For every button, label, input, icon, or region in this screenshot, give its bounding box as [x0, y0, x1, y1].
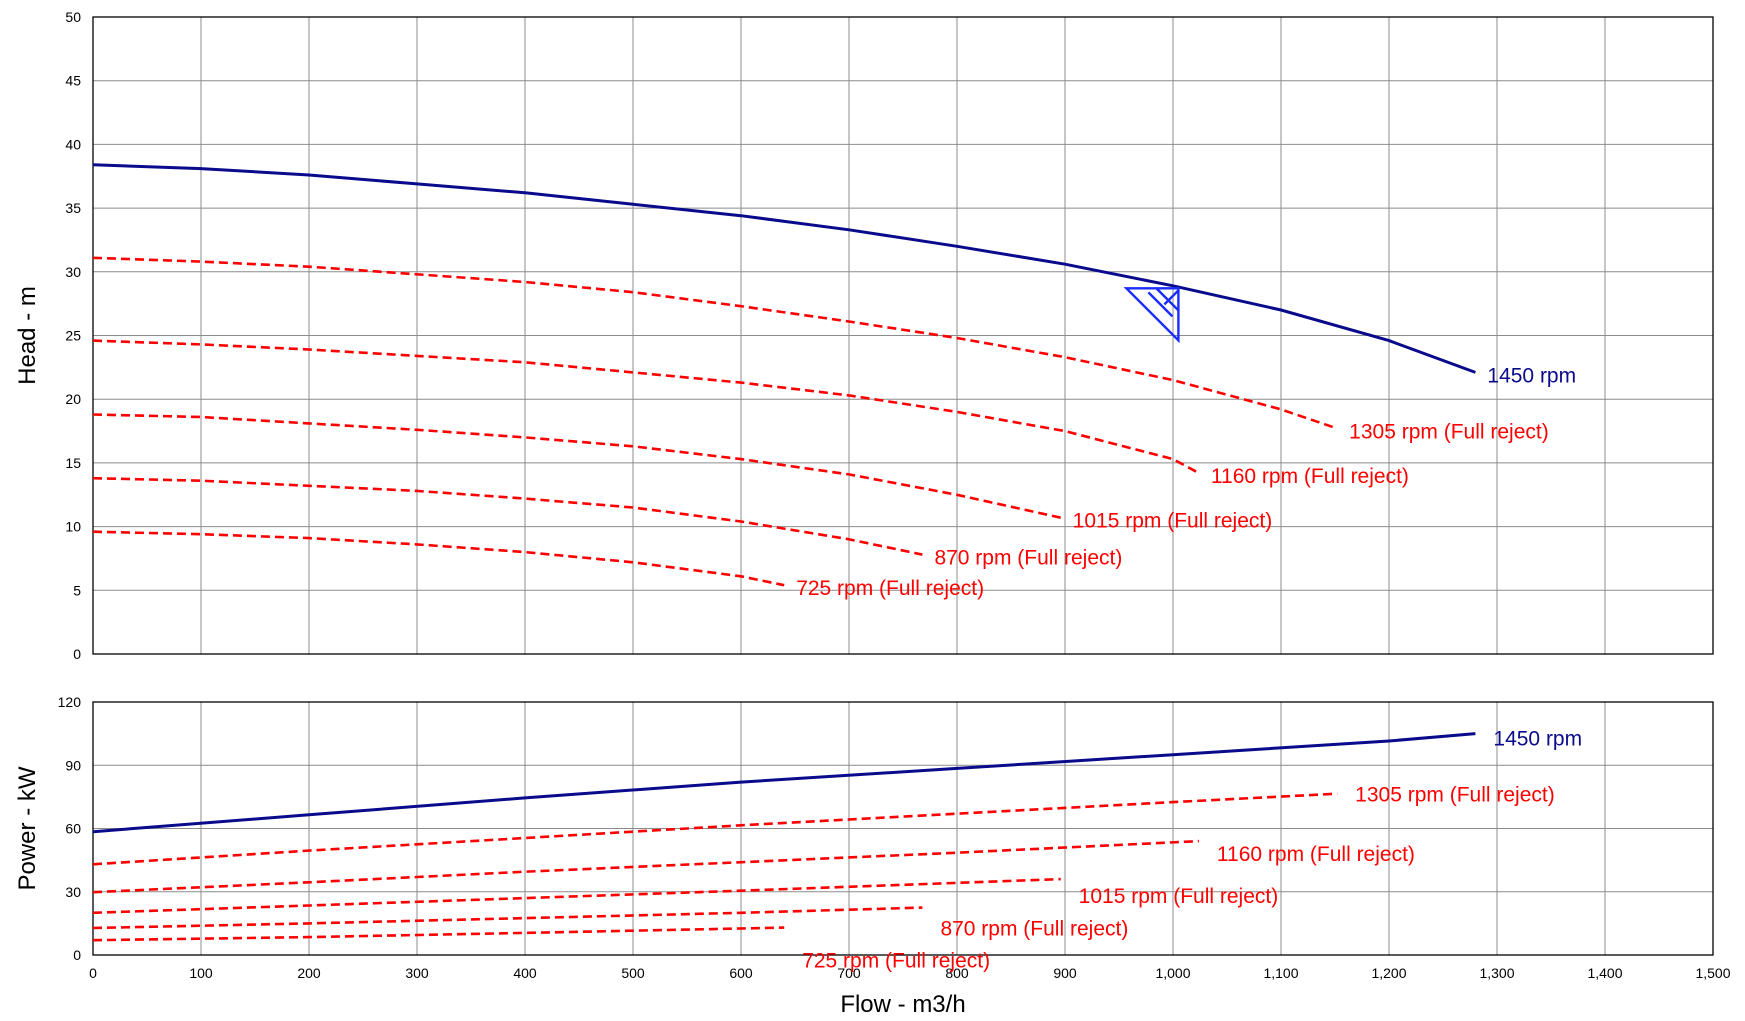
x-tick-label: 600	[729, 965, 753, 981]
y-axis-title: Power - kW	[14, 766, 41, 890]
y-tick-label: 30	[65, 264, 81, 280]
series-line	[92, 339, 1200, 475]
x-tick-label: 200	[297, 965, 321, 981]
y-tick-label: 10	[65, 519, 81, 535]
y-tick-label: 60	[65, 821, 81, 837]
x-tick-label: 1,000	[1155, 965, 1190, 981]
power-plot-frame	[92, 701, 1714, 956]
x-tick-label: 800	[945, 965, 969, 981]
series-label: 1305 rpm (Full reject)	[1349, 421, 1549, 444]
duty-point-marker	[1123, 287, 1180, 344]
series-label: 725 rpm (Full reject)	[802, 950, 990, 973]
x-tick-label: 1,300	[1479, 965, 1514, 981]
y-tick-label: 20	[65, 391, 81, 407]
series-line	[92, 877, 1061, 915]
x-tick-label: 300	[405, 965, 429, 981]
y-tick-label: 0	[73, 947, 81, 963]
series-label: 1015 rpm (Full reject)	[1079, 885, 1279, 908]
series-line	[92, 792, 1338, 866]
x-tick-label: 1,200	[1371, 965, 1406, 981]
series-line	[92, 413, 1061, 519]
power-panel: 0 30 60 90 120 0 100 200 300 400 500 600 700 800 900 1,…	[14, 694, 1731, 1018]
series-label: 1160 rpm (Full reject)	[1211, 465, 1409, 488]
y-tick-label: 25	[65, 328, 81, 344]
series-line	[92, 256, 1338, 430]
y-tick-label: 30	[65, 884, 81, 900]
series-label: 1160 rpm (Full reject)	[1217, 843, 1415, 866]
series-line	[92, 839, 1199, 894]
y-tick-label: 120	[58, 694, 82, 710]
x-axis-title: Flow - m3/h	[840, 991, 965, 1018]
y-tick-label: 35	[65, 200, 81, 216]
x-tick-label: 1,500	[1695, 965, 1730, 981]
series-label: 1450 rpm	[1493, 728, 1582, 751]
y-tick-label: 15	[65, 455, 81, 471]
series-label: 870 rpm (Full reject)	[934, 547, 1122, 570]
x-tick-label: 400	[513, 965, 537, 981]
x-tick-label: 0	[89, 965, 97, 981]
series-line	[92, 906, 923, 930]
x-tick-label: 100	[189, 965, 213, 981]
duty-point-hatch	[1147, 291, 1174, 318]
series-label: 1305 rpm (Full reject)	[1355, 784, 1555, 807]
y-tick-label: 90	[65, 757, 81, 773]
series-line	[92, 163, 1476, 374]
x-tick-label: 1,100	[1263, 965, 1298, 981]
series-label: 1015 rpm (Full reject)	[1073, 510, 1273, 533]
x-tick-label: 900	[1053, 965, 1077, 981]
y-tick-label: 50	[65, 9, 81, 25]
series-line	[92, 732, 1476, 834]
head-panel: 0 5 10 15 20 25 30 35 40 45 50 Head - m 1450 rpm 1305…	[14, 9, 1714, 662]
y-tick-label: 0	[73, 646, 81, 662]
y-tick-label: 40	[65, 136, 81, 152]
head-plot-frame	[92, 16, 1714, 655]
x-tick-label: 500	[621, 965, 645, 981]
duty-point-triangle	[1123, 287, 1180, 344]
series-line	[92, 926, 785, 942]
series-label: 870 rpm (Full reject)	[940, 918, 1128, 941]
y-tick-label: 5	[73, 582, 81, 598]
y-tick-label: 45	[65, 73, 81, 89]
series-line	[92, 530, 785, 587]
series-label: 725 rpm (Full reject)	[796, 577, 984, 600]
x-tick-label: 700	[837, 965, 861, 981]
y-axis-title: Head - m	[14, 286, 41, 385]
duty-point-hatch	[1155, 287, 1180, 312]
duty-point-hatch	[1163, 289, 1180, 306]
x-tick-label: 1,400	[1587, 965, 1622, 981]
series-line	[92, 476, 923, 556]
series-label: 1450 rpm	[1487, 364, 1576, 387]
